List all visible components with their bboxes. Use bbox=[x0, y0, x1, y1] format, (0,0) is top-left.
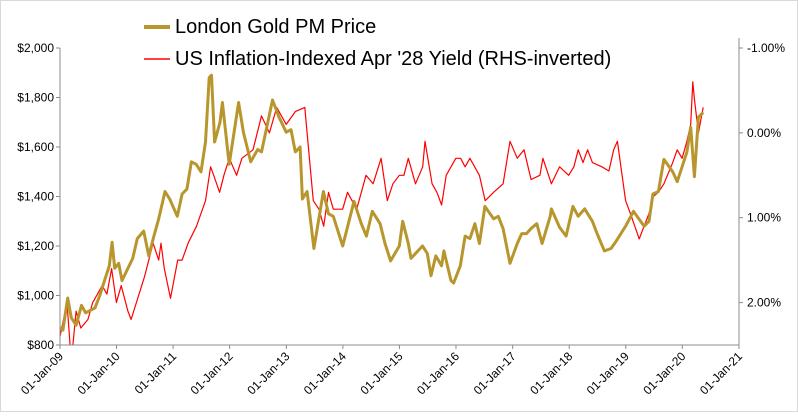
x-tick-label: 01-Jan-16 bbox=[414, 349, 462, 397]
gold-price-series-line bbox=[60, 73, 705, 332]
legend: London Gold PM Price US Inflation-Indexed… bbox=[144, 16, 611, 70]
x-tick-label: 01-Jan-12 bbox=[188, 349, 236, 397]
left-y-tick-label: $1,000 bbox=[17, 289, 54, 303]
x-tick-label: 01-Jan-21 bbox=[697, 349, 745, 397]
x-tick-label: 01-Jan-19 bbox=[584, 349, 632, 397]
left-y-tick-label: $1,600 bbox=[17, 140, 54, 154]
x-tick-label: 01-Jan-20 bbox=[640, 349, 688, 397]
legend-label-yield: US Inflation-Indexed Apr '28 Yield (RHS-… bbox=[175, 48, 611, 70]
left-y-tick-label: $2,000 bbox=[17, 41, 54, 55]
x-tick-label: 01-Jan-18 bbox=[527, 349, 575, 397]
left-y-tick-label: $1,400 bbox=[17, 190, 54, 204]
legend-label-gold: London Gold PM Price bbox=[175, 16, 376, 38]
axis-layer: $800 $1,000 $1,200 $1,400 $1,600 $1,800 $2,000… bbox=[17, 38, 785, 397]
left-y-tick-label: $800 bbox=[27, 338, 54, 352]
x-tick-label: 01-Jan-13 bbox=[244, 349, 292, 397]
right-y-tick-label: 0.00% bbox=[747, 126, 781, 140]
left-y-tick-label: $1,200 bbox=[17, 239, 54, 253]
x-tick-label: 01-Jan-10 bbox=[75, 349, 123, 397]
tips-yield-series-line bbox=[60, 81, 704, 345]
x-tick-label: 01-Jan-14 bbox=[301, 349, 349, 397]
left-y-tick-label: $1,800 bbox=[17, 91, 54, 105]
right-y-tick-label: 2.00% bbox=[747, 296, 781, 310]
x-tick-label: 01-Jan-09 bbox=[18, 349, 66, 397]
x-tick-label: 01-Jan-11 bbox=[132, 349, 180, 397]
x-tick-label: 01-Jan-15 bbox=[357, 349, 405, 397]
right-y-tick-label: -1.00% bbox=[747, 41, 785, 55]
series-layer bbox=[60, 73, 705, 345]
right-y-tick-label: 1.00% bbox=[747, 211, 781, 225]
x-tick-label: 01-Jan-17 bbox=[471, 349, 519, 397]
